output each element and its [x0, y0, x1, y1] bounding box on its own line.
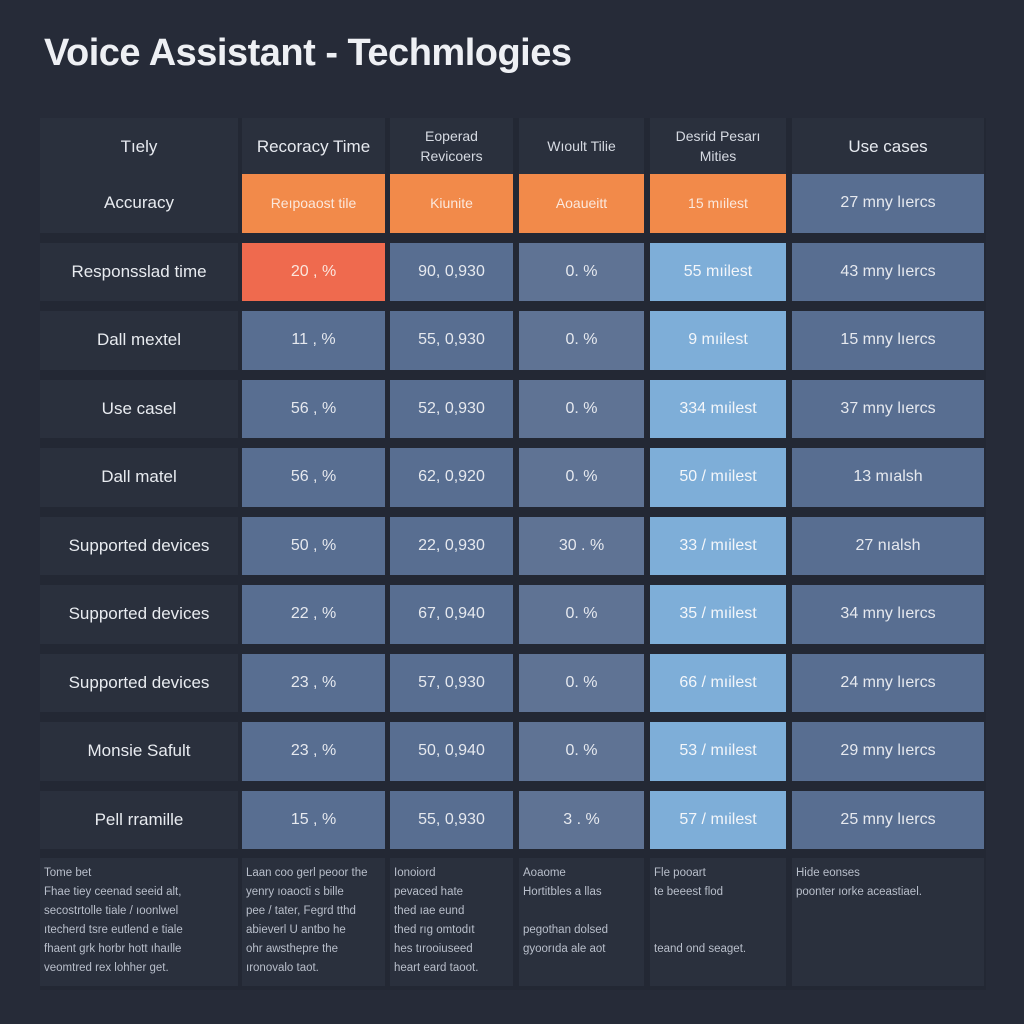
table-cell: 50 , %	[242, 516, 385, 575]
table-cell: Reıpoaost tile	[242, 174, 385, 233]
table-cell: Aoaueitt	[519, 174, 644, 233]
table-cell: 3 . %	[519, 790, 644, 849]
table-cell: 57, 0,930	[390, 653, 513, 712]
table-cell: 13 mıalsh	[792, 448, 984, 507]
table-cell: 0. %	[519, 448, 644, 507]
page-title: Voice Assistant - Techmlogies	[44, 32, 572, 74]
table-cell: 55, 0,930	[390, 790, 513, 849]
row-label: Use casel	[40, 379, 238, 438]
table-cell: 0. %	[519, 379, 644, 438]
table-cell: 24 mny lıercs	[792, 653, 984, 712]
footnote-text: Tome bet Fhae tiey ceenad seeid alt, sec…	[40, 858, 238, 986]
row-label: Monsie Safult	[40, 722, 238, 781]
column-header: Tıely	[40, 118, 238, 174]
row-label: Responsslad time	[40, 242, 238, 301]
table-cell: 22, 0,930	[390, 516, 513, 575]
footnote-text: Hide eonses poonter ıorke aceastiael.	[792, 858, 984, 986]
table-cell: 34 mny lıercs	[792, 585, 984, 644]
table-cell: 0. %	[519, 585, 644, 644]
footnote-text: Fle pooart te beeest flod teand ond seag…	[650, 858, 786, 986]
table-cell: Kiunite	[390, 174, 513, 233]
row-label: Dall matel	[40, 448, 238, 507]
column-header: Eoperad Revicoers	[390, 118, 513, 174]
row-label: Dall mextel	[40, 311, 238, 370]
table-cell: 27 nıalsh	[792, 516, 984, 575]
table-cell: 0. %	[519, 722, 644, 781]
column-header: Use cases	[792, 118, 984, 174]
table-cell: 56 , %	[242, 448, 385, 507]
row-label: Pell rramille	[40, 790, 238, 849]
table-cell: 15 mny lıercs	[792, 311, 984, 370]
table-cell: 0. %	[519, 653, 644, 712]
table-cell: 53 / mıilest	[650, 722, 786, 781]
table-cell: 15 , %	[242, 790, 385, 849]
table-cell: 55 mıilest	[650, 242, 786, 301]
row-label: Accuracy	[40, 174, 238, 233]
column-header: Recoracy Time	[242, 118, 385, 174]
table-cell: 37 mny lıercs	[792, 379, 984, 438]
footnote-text: Ionoiord pevaced hate thed ıae eund thed…	[390, 858, 513, 986]
table-cell: 27 mny lıercs	[792, 174, 984, 233]
table-cell: 33 / mıilest	[650, 516, 786, 575]
table-cell: 57 / mıilest	[650, 790, 786, 849]
table-cell: 0. %	[519, 242, 644, 301]
table-cell: 11 , %	[242, 311, 385, 370]
row-label: Supported devices	[40, 585, 238, 644]
table-cell: 30 . %	[519, 516, 644, 575]
table-cell: 29 mny lıercs	[792, 722, 984, 781]
table-cell: 0. %	[519, 311, 644, 370]
table-cell: 67, 0,940	[390, 585, 513, 644]
table-cell: 62, 0,920	[390, 448, 513, 507]
row-label: Supported devices	[40, 653, 238, 712]
table-cell: 50 / mıilest	[650, 448, 786, 507]
row-label: Supported devices	[40, 516, 238, 575]
table-cell: 52, 0,930	[390, 379, 513, 438]
column-header: Desrid Pesarı Mities	[650, 118, 786, 174]
table-cell: 23 , %	[242, 653, 385, 712]
table-cell: 66 / mıilest	[650, 653, 786, 712]
table-cell: 35 / mıilest	[650, 585, 786, 644]
table-cell: 22 , %	[242, 585, 385, 644]
table-cell: 20 , %	[242, 242, 385, 301]
table-cell: 50, 0,940	[390, 722, 513, 781]
table-cell: 23 , %	[242, 722, 385, 781]
comparison-table: Tıely Recoracy Time Eoperad Revicoers Wıoul…	[40, 118, 986, 990]
table-cell: 9 mıilest	[650, 311, 786, 370]
table-cell: 25 mny lıercs	[792, 790, 984, 849]
footnote-text: Aoaome Hortitbles a llas pegothan dolsed…	[519, 858, 644, 986]
table-cell: 15 mıilest	[650, 174, 786, 233]
table-cell: 334 mıilest	[650, 379, 786, 438]
footnote-text: Laan coo gerl peoor the yenry ıoaocti s …	[242, 858, 385, 986]
table-cell: 90, 0,930	[390, 242, 513, 301]
table-cell: 43 mny lıercs	[792, 242, 984, 301]
table-cell: 55, 0,930	[390, 311, 513, 370]
table-cell: 56 , %	[242, 379, 385, 438]
column-header: Wıoult Tilie	[519, 118, 644, 174]
